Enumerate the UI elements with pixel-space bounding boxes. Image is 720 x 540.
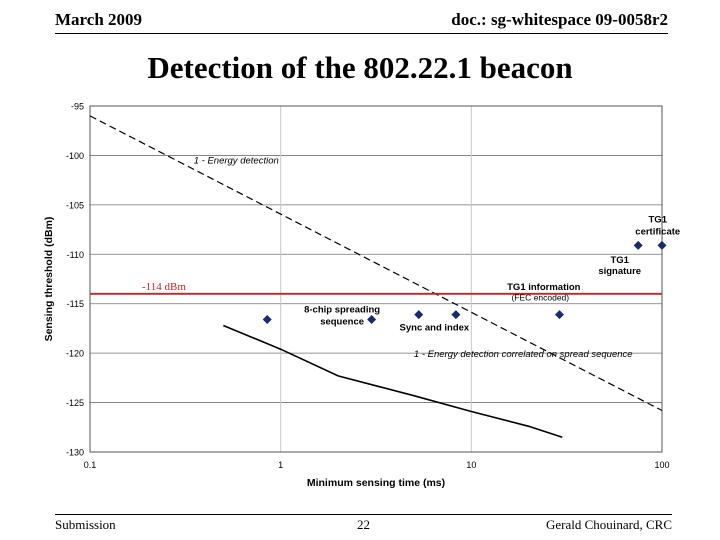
footer-author: Gerald Chouinard, CRC [545, 517, 672, 532]
header-rule [55, 33, 668, 34]
chart-annotation: Sync and index [400, 322, 470, 333]
y-tick-label: -95 [71, 102, 84, 112]
x-tick-label: 100 [654, 460, 669, 470]
chart-annotation: TG1 information [507, 282, 581, 293]
x-tick-label: 1 [278, 460, 283, 470]
chart-annotation: 1 - Energy detection correlated on sprea… [414, 349, 633, 360]
chart-series [89, 115, 663, 438]
footer-submission: Submission [55, 517, 116, 532]
chart-annotation: certificate [635, 227, 680, 238]
chart-annotation: 8-chip spreading [304, 305, 380, 316]
data-point [451, 310, 461, 320]
data-point [633, 240, 643, 250]
chart-annotation: signature [598, 266, 641, 277]
energy-detection-line [89, 115, 663, 412]
data-point [657, 240, 667, 250]
chart-annotation: sequence [320, 316, 364, 327]
data-point [414, 310, 424, 320]
footer-rule [55, 514, 672, 515]
y-tick-labels: -95 -100 -105 -110 -115 -120 -125 -130 [66, 102, 84, 458]
y-axis-label: Sensing threshold (dBm) [43, 217, 55, 342]
x-tick-label: 0.1 [84, 460, 97, 470]
x-tick-label: 10 [466, 460, 476, 470]
slide-title: Detection of the 802.22.1 beacon [147, 50, 573, 85]
y-tick-label: -100 [66, 151, 84, 161]
chart-grid [89, 105, 663, 453]
data-point [367, 315, 377, 325]
x-axis-label: Minimum sensing time (ms) [307, 477, 445, 489]
threshold-label: -114 dBm [142, 281, 186, 293]
annotations: 1 - Energy detection 8-chip spreadingsequ… [194, 155, 680, 360]
chart-annotation: (FEC encoded) [511, 293, 569, 303]
y-tick-label: -115 [67, 299, 84, 309]
correlated-detection-line [222, 324, 563, 438]
y-tick-label: -110 [67, 250, 84, 260]
chart-annotation: 1 - Energy detection [194, 155, 279, 166]
footer-page-number: 22 [357, 517, 370, 532]
y-tick-label: -105 [66, 200, 84, 210]
chart-annotation: TG1 [610, 255, 629, 266]
plot-frame [89, 105, 663, 453]
x-tick-labels: 0.1 1 10 100 [84, 460, 670, 470]
y-tick-label: -120 [66, 349, 84, 359]
chart-annotation: TG1 [649, 215, 668, 226]
header-date: March 2009 [55, 10, 143, 29]
header-doc-id: doc.: sg-whitespace 09-0058r2 [451, 10, 668, 29]
data-points [262, 240, 667, 325]
y-tick-label: -130 [66, 448, 84, 458]
data-point [554, 310, 564, 320]
data-point [262, 315, 272, 325]
y-tick-label: -125 [66, 398, 84, 408]
